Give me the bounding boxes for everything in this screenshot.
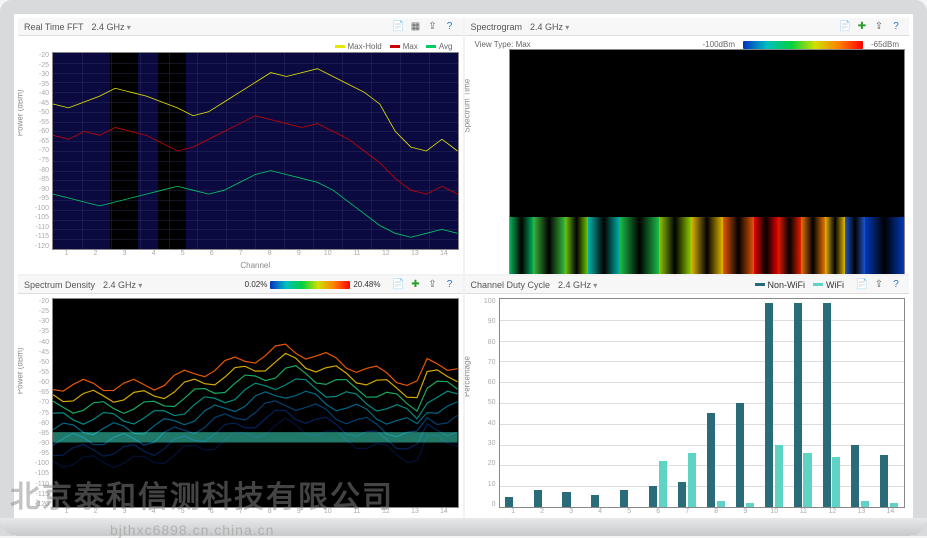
bar-wifi [803,453,811,507]
bar-nonwifi [591,495,599,507]
layout-icon[interactable]: ▦ [409,20,423,34]
doc-icon[interactable]: 📄 [855,278,869,292]
legend-item: WiFi [813,280,844,290]
bar-wifi [890,503,898,507]
doc-icon[interactable]: 📄 [838,20,852,34]
add-icon[interactable]: ✚ [409,278,423,292]
fft-legend: Max-Hold Max Avg [22,40,459,52]
spectrogram-plot[interactable] [509,49,906,274]
duty-plot[interactable] [499,298,906,508]
panel-spectrogram: Spectrogram 2.4 GHz 📄✚⇪? View Type: Max … [465,18,910,274]
bar-nonwifi [534,490,542,507]
duty-title: Channel Duty Cycle [471,280,551,290]
help-icon[interactable]: ? [443,20,457,34]
duty-y-label: Percentage [465,356,472,397]
panel-spectrogram-header: Spectrogram 2.4 GHz 📄✚⇪? [465,18,910,36]
doc-icon[interactable]: 📄 [392,20,406,34]
export-icon[interactable]: ⇪ [426,20,440,34]
bar-nonwifi [880,455,888,507]
dashboard-screen: Real Time FFT 2.4 GHz 📄▦⇪? Max-HoldMaxAv… [18,18,909,532]
export-icon[interactable]: ⇪ [426,278,440,292]
panel-fft-title: Real Time FFT [24,22,84,32]
duty-band-dropdown[interactable]: 2.4 GHz [558,280,597,290]
fft-plot[interactable] [52,52,459,250]
bar-nonwifi [736,403,744,507]
gradient-max-label: -65dBm [871,40,899,49]
bar-wifi [832,457,840,507]
bar-nonwifi [505,497,513,507]
bar-nonwifi [765,303,773,507]
add-icon[interactable]: ✚ [855,20,869,34]
fft-body: Max-Hold Max Avg Power (dBm) -20-25-30-35-… [18,36,463,274]
bar-wifi [688,453,696,507]
gradient-min-label: -100dBm [703,40,735,49]
duty-legend: Non-WiFi WiFi [755,280,845,290]
spectrogram-band-dropdown[interactable]: 2.4 GHz [530,22,569,32]
bar-wifi [659,461,667,507]
legend-item: Max-Hold [335,42,382,51]
panel-fft: Real Time FFT 2.4 GHz 📄▦⇪? Max-Hold Max Av… [18,18,463,274]
panel-fft-header: Real Time FFT 2.4 GHz 📄▦⇪? [18,18,463,36]
density-band-dropdown[interactable]: 2.4 GHz [103,280,142,290]
legend-item: Avg [426,42,453,51]
spectrogram-legend: View Type: Max -100dBm -65dBm [469,40,906,49]
bar-wifi [746,503,754,507]
bar-nonwifi [562,492,570,507]
help-icon[interactable]: ? [889,278,903,292]
view-type-label: View Type: Max [475,40,531,49]
doc-icon[interactable]: 📄 [392,278,406,292]
legend-item: Non-WiFi [755,280,806,290]
bar-nonwifi [678,482,686,507]
density-y-label: Power (dBm) [18,347,25,394]
bar-nonwifi [823,303,831,507]
panel-duty-header: Channel Duty Cycle 2.4 GHz Non-WiFiWiFi … [465,276,910,294]
bar-nonwifi [649,486,657,507]
help-icon[interactable]: ? [889,20,903,34]
density-gradient-max-label: 20.48% [353,280,380,289]
legend-item: Max [390,42,418,51]
export-icon[interactable]: ⇪ [872,20,886,34]
help-icon[interactable]: ? [443,278,457,292]
bar-nonwifi [851,445,859,507]
bar-nonwifi [794,303,802,507]
export-icon[interactable]: ⇪ [872,278,886,292]
watermark-text: 北京泰和信测科技有限公司 [10,472,394,516]
panel-density-header: Spectrum Density 2.4 GHz 0.02% 20.48% 📄✚… [18,276,463,294]
bar-nonwifi [620,490,628,507]
density-gradient-min-label: 0.02% [245,280,268,289]
fft-x-label: Channel [52,261,459,270]
spectrogram-y-label: Spectrum Time [465,79,472,133]
spectrogram-y-axis: 14:50:4714:51:1814:51:4914:52:20 [469,49,509,274]
bar-wifi [717,501,725,507]
bar-wifi [775,445,783,507]
duty-body: Percentage 1009080706050403020100 123456… [465,294,910,532]
spectrogram-title: Spectrogram [471,22,523,32]
bar-nonwifi [707,413,715,507]
spectrogram-gradient [743,41,863,49]
panel-duty: Channel Duty Cycle 2.4 GHz Non-WiFiWiFi … [465,276,910,532]
duty-y-axis: 1009080706050403020100 [469,298,499,508]
density-gradient [270,281,350,289]
fft-band-dropdown[interactable]: 2.4 GHz [92,22,131,32]
fft-y-axis: -20-25-30-35-40-45-50-55-60-65-70-75-80-… [22,52,52,250]
laptop-bezel: Real Time FFT 2.4 GHz 📄▦⇪? Max-HoldMaxAv… [0,0,927,536]
spectrogram-body: View Type: Max -100dBm -65dBm Spectrum T… [465,36,910,274]
density-title: Spectrum Density [24,280,95,290]
fft-y-label: Power (dBm) [18,89,25,136]
bar-wifi [861,501,869,507]
